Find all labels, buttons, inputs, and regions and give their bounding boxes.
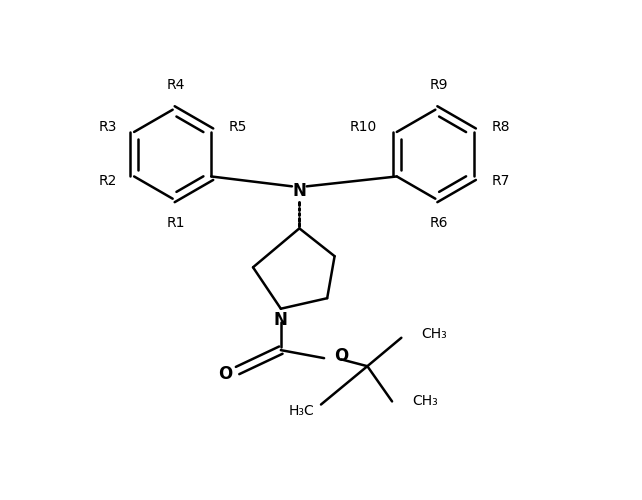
Text: O: O (334, 348, 348, 366)
Text: H₃C: H₃C (289, 404, 315, 417)
Text: R10: R10 (350, 120, 377, 134)
Text: R2: R2 (98, 174, 117, 188)
Text: CH₃: CH₃ (412, 394, 438, 408)
Text: CH₃: CH₃ (422, 327, 447, 341)
Text: O: O (218, 365, 232, 383)
Text: R9: R9 (429, 78, 447, 92)
Text: R4: R4 (166, 78, 185, 92)
Text: R6: R6 (429, 216, 447, 230)
Text: R5: R5 (229, 120, 247, 134)
Text: R8: R8 (491, 120, 510, 134)
Text: N: N (292, 182, 306, 200)
Text: R7: R7 (491, 174, 510, 188)
Text: R3: R3 (98, 120, 117, 134)
Text: N: N (274, 310, 288, 328)
Text: R1: R1 (166, 216, 185, 230)
